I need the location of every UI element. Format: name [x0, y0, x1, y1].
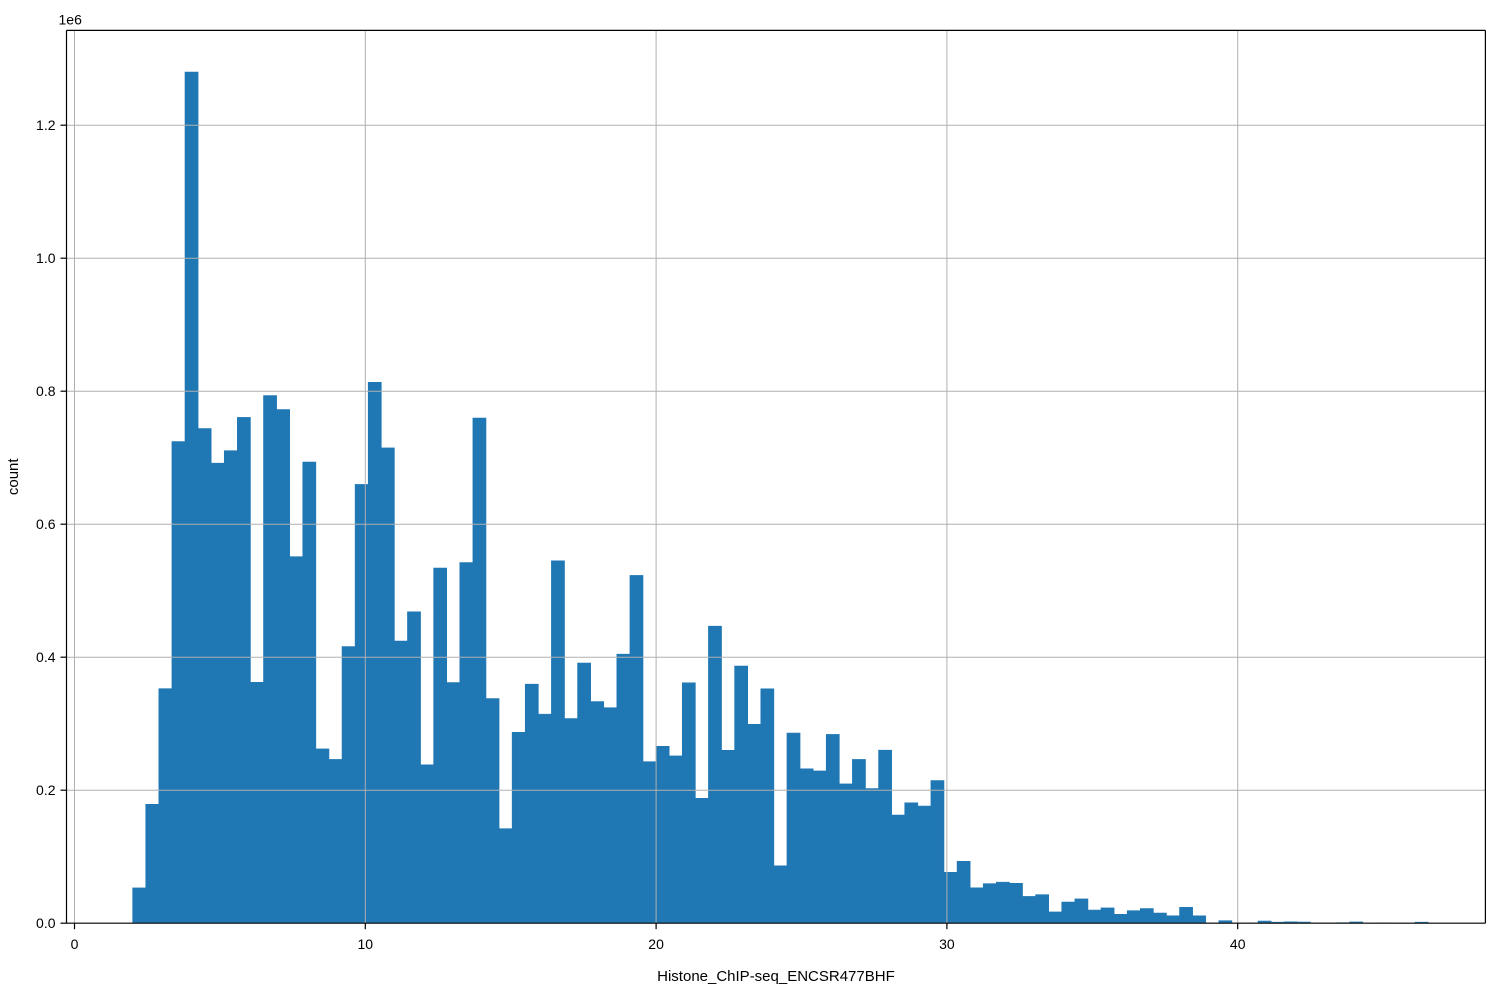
svg-text:0: 0: [71, 936, 79, 952]
svg-text:Histone_ChIP-seq_ENCSR477BHF: Histone_ChIP-seq_ENCSR477BHF: [657, 968, 895, 985]
svg-text:0.8: 0.8: [36, 383, 56, 399]
svg-text:0.2: 0.2: [36, 782, 56, 798]
svg-text:10: 10: [358, 936, 374, 952]
svg-text:1.2: 1.2: [36, 117, 56, 133]
svg-text:20: 20: [648, 936, 664, 952]
svg-text:0.4: 0.4: [36, 649, 56, 665]
svg-text:30: 30: [939, 936, 955, 952]
svg-text:1e6: 1e6: [59, 11, 83, 27]
svg-text:40: 40: [1230, 936, 1246, 952]
svg-text:count: count: [5, 458, 22, 496]
svg-text:1.0: 1.0: [36, 250, 56, 266]
svg-text:0.6: 0.6: [36, 516, 56, 532]
svg-text:0.0: 0.0: [36, 915, 56, 931]
